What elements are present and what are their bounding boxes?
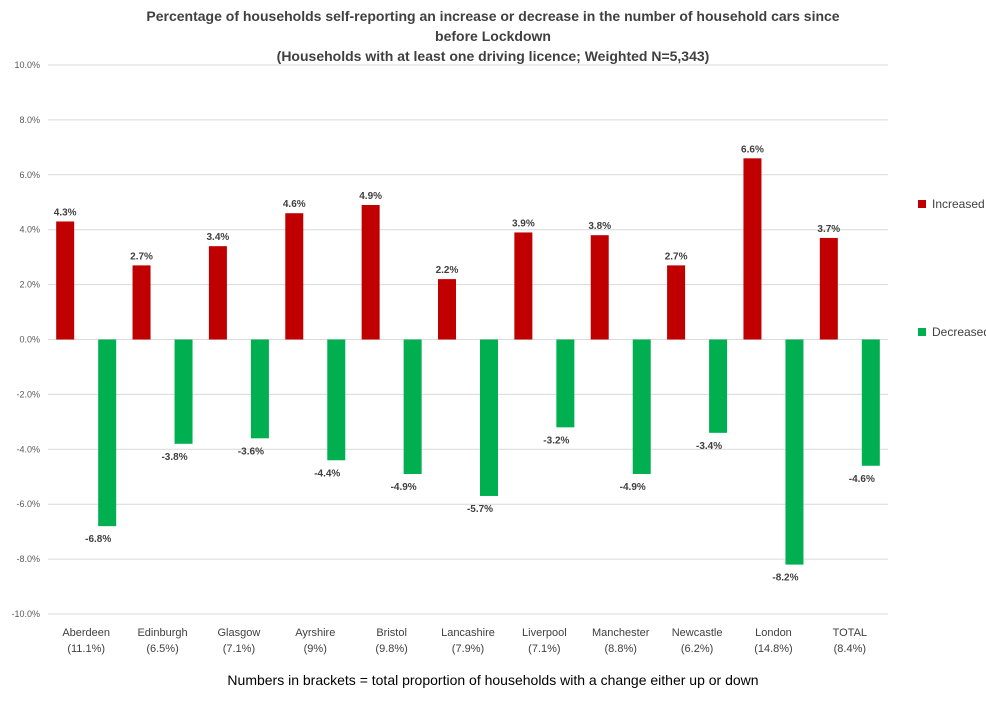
bar-decreased [403, 339, 422, 475]
y-tick-label: 0.0% [19, 335, 40, 345]
x-tick-label: Newcastle [672, 627, 723, 639]
legend-label-increased: Increased [932, 197, 985, 211]
bar-decreased [709, 339, 728, 433]
data-label-increased: 3.8% [588, 221, 611, 232]
chart-title-line-1: Percentage of households self-reporting … [146, 8, 840, 24]
y-tick-label: 2.0% [19, 280, 40, 290]
data-label-increased: 4.9% [359, 191, 382, 202]
chart-footnote: Numbers in brackets = total proportion o… [227, 672, 759, 688]
legend-swatch-decreased [918, 328, 926, 336]
x-tick-sublabel: (7.1%) [528, 643, 560, 655]
x-tick-sublabel: (14.8%) [754, 643, 793, 655]
y-tick-label: -2.0% [16, 389, 40, 399]
data-label-decreased: -6.8% [85, 534, 111, 545]
y-tick-label: -6.0% [16, 499, 40, 509]
bar-increased [132, 265, 151, 340]
bar-increased [514, 232, 533, 340]
data-label-decreased: -5.7% [467, 504, 493, 515]
bar-increased [285, 213, 304, 340]
data-label-increased: 6.6% [741, 144, 764, 155]
legend-item-decreased: Decreased [918, 325, 986, 339]
bar-decreased [480, 339, 498, 496]
y-tick-label: -10.0% [11, 609, 40, 619]
legend-item-increased: Increased [918, 197, 985, 211]
x-tick-sublabel: (8.4%) [834, 643, 866, 655]
data-label-decreased: -3.2% [543, 435, 569, 446]
data-label-decreased: -4.4% [314, 468, 340, 479]
chart-title: Percentage of households self-reporting … [0, 6, 986, 66]
bar-decreased [327, 339, 346, 461]
y-tick-label: -4.0% [16, 444, 40, 454]
y-tick-label: -8.0% [16, 554, 40, 564]
bar-decreased [556, 339, 575, 428]
data-label-decreased: -3.6% [238, 446, 264, 457]
data-label-decreased: -3.8% [161, 452, 187, 463]
y-tick-label: 10.0% [14, 60, 40, 70]
x-tick-label: Liverpool [522, 627, 567, 639]
x-tick-sublabel: (7.9%) [452, 643, 484, 655]
x-tick-label: Ayrshire [295, 627, 335, 639]
data-label-increased: 2.7% [665, 251, 688, 262]
data-label-increased: 3.7% [817, 224, 840, 235]
x-tick-sublabel: (6.2%) [681, 643, 713, 655]
bar-decreased [632, 339, 651, 475]
bar-increased [590, 235, 609, 340]
x-tick-sublabel: (6.5%) [146, 643, 178, 655]
legend-swatch-increased [918, 200, 926, 208]
bar-increased [819, 237, 838, 340]
data-label-increased: 3.9% [512, 218, 535, 229]
x-tick-label: Aberdeen [62, 627, 110, 639]
x-tick-sublabel: (7.1%) [223, 643, 255, 655]
x-tick-sublabel: (8.8%) [605, 643, 637, 655]
legend-label-decreased: Decreased [932, 325, 986, 339]
data-label-decreased: -4.9% [391, 482, 417, 493]
bar-decreased [785, 339, 804, 565]
bar-increased [438, 279, 456, 340]
x-tick-sublabel: (11.1%) [67, 643, 105, 655]
bar-increased [361, 204, 380, 340]
data-label-decreased: -4.6% [849, 474, 875, 485]
data-label-increased: 2.2% [436, 265, 459, 276]
x-tick-label: TOTAL [833, 627, 867, 639]
bar-decreased [98, 339, 117, 527]
data-label-increased: 3.4% [207, 232, 230, 243]
bar-decreased [174, 339, 193, 444]
bar-decreased [250, 339, 269, 439]
y-tick-label: 6.0% [19, 170, 40, 180]
data-label-increased: 2.7% [130, 251, 153, 262]
bar-decreased [861, 339, 880, 466]
chart-title-line-2: before Lockdown [435, 28, 551, 44]
y-tick-label: 8.0% [19, 115, 40, 125]
data-label-increased: 4.6% [283, 199, 306, 210]
data-label-increased: 4.3% [54, 207, 77, 218]
data-label-decreased: -3.4% [696, 441, 722, 452]
bar-increased [743, 158, 762, 340]
x-tick-label: London [755, 627, 792, 639]
chart-title-line-3: (Households with at least one driving li… [276, 48, 710, 64]
x-tick-label: Lancashire [441, 627, 495, 639]
bar-increased [56, 221, 75, 340]
x-tick-sublabel: (9%) [304, 643, 327, 655]
x-tick-label: Bristol [376, 627, 407, 639]
x-tick-sublabel: (9.8%) [375, 643, 407, 655]
x-tick-label: Manchester [592, 627, 650, 639]
y-tick-label: 4.0% [19, 225, 40, 235]
x-tick-label: Glasgow [218, 627, 261, 639]
bar-increased [208, 246, 227, 340]
data-label-decreased: -4.9% [620, 482, 646, 493]
data-label-decreased: -8.2% [772, 573, 798, 584]
bar-increased [667, 265, 686, 340]
x-tick-label: Edinburgh [137, 627, 187, 639]
